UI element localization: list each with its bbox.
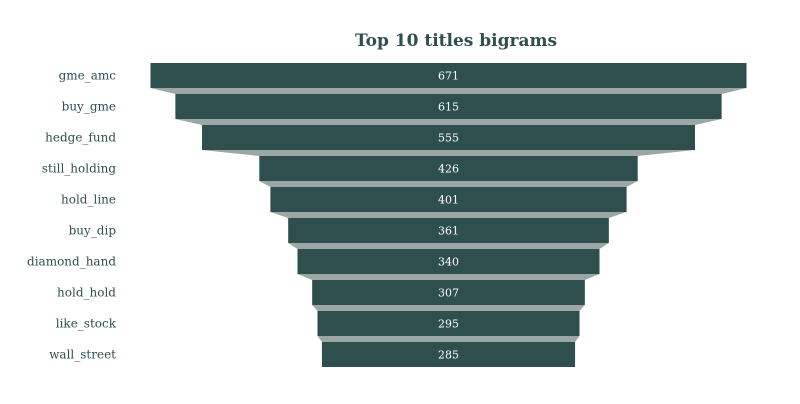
funnel-connector-5: [288, 243, 609, 249]
funnel-category-label: buy_gme: [62, 100, 116, 114]
funnel-connector-4: [270, 212, 627, 218]
funnel-value-label: 615: [438, 101, 459, 114]
funnel-bar-buy_gme: [175, 94, 722, 119]
funnel-category-label: hold_hold: [57, 286, 116, 300]
funnel-connectors: [150, 88, 747, 342]
chart-title: Top 10 titles bigrams: [355, 31, 557, 51]
funnel-connector-3: [259, 181, 638, 187]
funnel-bar-diamond_hand: [297, 249, 600, 274]
funnel-category-label: gme_amc: [59, 69, 117, 83]
funnel-value-label: 285: [438, 349, 459, 362]
funnel-category-label: hedge_fund: [45, 131, 116, 145]
funnel-value-label: 307: [438, 287, 459, 300]
funnel-connector-2: [202, 150, 695, 156]
funnel-category-label: still_holding: [42, 162, 117, 176]
funnel-connector-0: [150, 88, 747, 94]
funnel-value-label: 295: [438, 318, 459, 331]
funnel-bar-hedge_fund: [202, 125, 695, 150]
funnel-category-label: like_stock: [56, 317, 117, 331]
funnel-bar-gme_amc: [150, 63, 747, 88]
funnel-category-label: hold_line: [61, 193, 116, 207]
funnel-bars: [150, 63, 747, 367]
funnel-value-label: 361: [438, 225, 459, 238]
funnel-connector-1: [175, 119, 722, 125]
funnel-value-labels: 671 615 555 426 401 361 340 307 295 285: [438, 70, 459, 362]
funnel-value-label: 401: [438, 194, 459, 207]
funnel-category-labels: gme_amc buy_gme hedge_fund still_holdinghol…: [27, 69, 117, 362]
funnel-bar-buy_dip: [288, 218, 609, 243]
funnel-category-label: wall_street: [49, 348, 116, 362]
funnel-category-label: buy_dip: [69, 224, 117, 238]
funnel-value-label: 340: [438, 256, 459, 269]
funnel-connector-7: [312, 305, 585, 311]
funnel-bar-like_stock: [317, 311, 580, 336]
funnel-value-label: 671: [438, 70, 459, 83]
funnel-connector-8: [317, 336, 580, 342]
funnel-bar-still_holding: [259, 156, 638, 181]
funnel-category-label: diamond_hand: [27, 255, 116, 269]
funnel-bar-hold_line: [270, 187, 627, 212]
funnel-bar-hold_hold: [312, 280, 585, 305]
funnel-value-label: 555: [438, 132, 459, 145]
funnel-value-label: 426: [438, 163, 459, 176]
funnel-connector-6: [297, 274, 600, 280]
funnel-bar-wall_street: [321, 342, 576, 367]
